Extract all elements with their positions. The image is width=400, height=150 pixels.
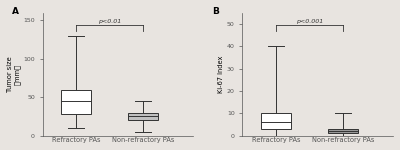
Text: p<0.001: p<0.001 <box>296 19 323 24</box>
Bar <box>261 113 291 129</box>
Bar <box>128 113 158 120</box>
Text: B: B <box>212 7 219 16</box>
Bar <box>61 90 91 114</box>
Text: A: A <box>12 7 20 16</box>
Y-axis label: Tumor size
（mm）: Tumor size （mm） <box>7 56 20 92</box>
Bar <box>328 129 358 134</box>
Text: p<0.01: p<0.01 <box>98 19 121 24</box>
Y-axis label: Ki-67 Index: Ki-67 Index <box>218 56 224 93</box>
